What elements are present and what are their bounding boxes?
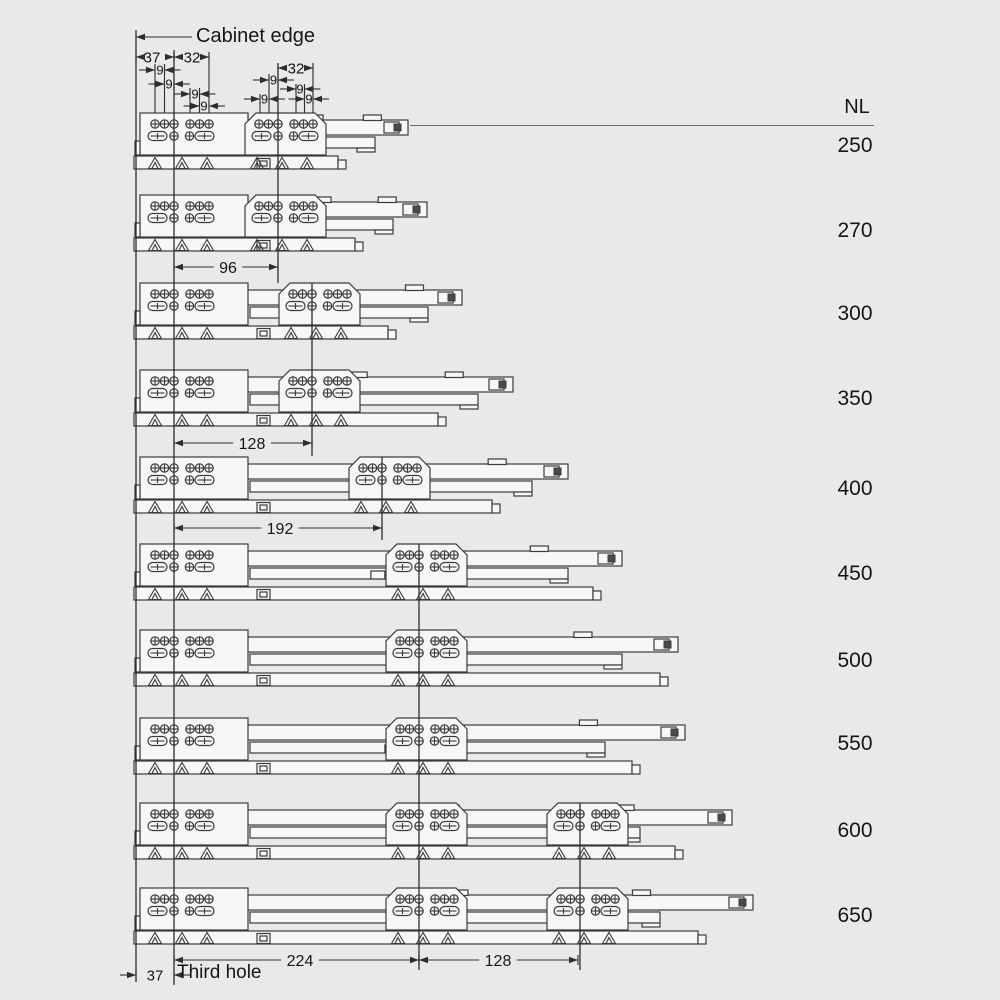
nl-value-450: 450	[837, 562, 873, 585]
nl-value-650: 650	[837, 904, 873, 927]
third-hole-label: Third hole	[177, 962, 262, 983]
dimension-value: 37	[147, 967, 164, 984]
rear-bracket	[385, 717, 468, 761]
dimension-32: 32	[173, 49, 210, 66]
dimension-value: 9	[156, 63, 163, 78]
rear-bracket	[546, 802, 629, 846]
rear-bracket	[244, 112, 327, 156]
front-bracket	[134, 543, 249, 587]
dimension-32: 32	[277, 60, 314, 77]
nl-column-header: NL	[844, 96, 870, 118]
dimension-value: 32	[184, 49, 201, 66]
rear-bracket	[385, 543, 468, 587]
dimension-value: 32	[288, 60, 305, 77]
front-bracket	[134, 369, 249, 413]
front-bracket	[134, 282, 249, 326]
nl-value-550: 550	[837, 732, 873, 755]
slide-row-350	[133, 369, 514, 427]
rear-bracket	[278, 369, 361, 413]
dimension-9: 9	[148, 77, 190, 92]
dimension-value: 224	[287, 953, 314, 970]
rear-bracket	[546, 887, 629, 931]
rear-bracket	[278, 282, 361, 326]
slide-row-650	[133, 887, 754, 945]
dimension-9: 9	[253, 73, 294, 88]
slide-row-500	[133, 629, 679, 687]
dimension-37: 37	[135, 49, 175, 66]
front-bracket	[134, 717, 249, 761]
front-bracket	[134, 887, 249, 931]
front-bracket	[134, 802, 249, 846]
dimension-value: 128	[239, 436, 266, 453]
front-bracket	[134, 194, 249, 238]
dimension-value: 9	[305, 92, 312, 107]
rear-bracket	[385, 887, 468, 931]
dimension-value: 9	[191, 87, 198, 102]
dimension-9: 9	[139, 63, 181, 78]
slide-row-450	[133, 543, 623, 601]
nl-value-350: 350	[837, 387, 873, 410]
slide-row-250	[133, 112, 409, 170]
slide-row-300	[133, 282, 463, 340]
slide-row-550	[133, 717, 686, 775]
nl-value-600: 600	[837, 819, 873, 842]
rear-bracket	[385, 629, 468, 673]
dimension-128: 128	[418, 953, 579, 970]
dimension-value: 192	[267, 521, 294, 538]
nl-value-300: 300	[837, 302, 873, 325]
slide-row-400	[133, 456, 569, 514]
dimension-value: 37	[144, 49, 161, 66]
dimension-9: 9	[174, 87, 216, 102]
dimension-value: 9	[261, 92, 268, 107]
dimension-value: 128	[485, 953, 512, 970]
dimension-value: 9	[200, 99, 207, 114]
slide-row-270	[133, 194, 428, 252]
cabinet-edge-leader	[136, 33, 192, 41]
slide-row-600	[133, 802, 733, 860]
front-bracket	[134, 112, 249, 156]
dimension-value: 96	[219, 260, 237, 277]
front-bracket	[134, 629, 249, 673]
dimension-128: 128	[173, 436, 313, 453]
dimension-224: 224	[173, 953, 420, 970]
nl-value-250: 250	[837, 134, 873, 157]
dimension-9: 9	[244, 92, 285, 107]
dimension-9: 9	[288, 92, 329, 107]
dimension-96: 96	[173, 260, 279, 277]
dimension-value: 9	[165, 77, 172, 92]
rear-bracket	[385, 802, 468, 846]
dimension-value: 9	[296, 82, 303, 97]
dimension-9: 9	[183, 99, 225, 114]
nl-value-500: 500	[837, 649, 873, 672]
nl-value-270: 270	[837, 219, 873, 242]
cabinet-edge-label: Cabinet edge	[196, 25, 315, 47]
dimension-192: 192	[173, 521, 383, 538]
slide-rows	[133, 112, 754, 945]
rear-bracket	[244, 194, 327, 238]
dimension-value: 9	[270, 73, 277, 88]
front-bracket	[134, 456, 249, 500]
rear-bracket	[348, 456, 431, 500]
dimension-37: 37	[120, 967, 190, 984]
dimension-9: 9	[280, 82, 321, 97]
nl-value-400: 400	[837, 477, 873, 500]
